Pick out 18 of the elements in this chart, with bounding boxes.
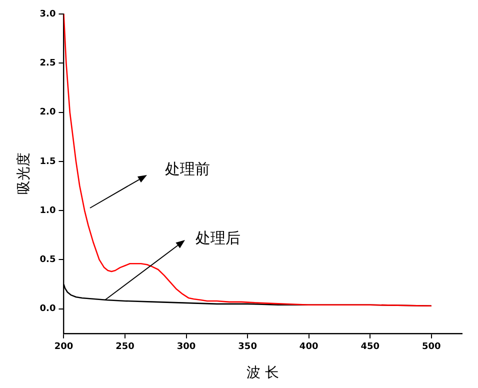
- x-tick-label: 250: [116, 342, 134, 352]
- y-tick-label: 2.0: [40, 108, 56, 118]
- x-axis-title: 波 长: [246, 365, 280, 382]
- y-tick-label: 2.5: [40, 58, 56, 68]
- y-tick-label: 0.5: [40, 255, 56, 266]
- x-tick-label: 300: [176, 342, 196, 352]
- x-tick-label: 450: [360, 342, 380, 352]
- y-tick-label: 3.0: [40, 9, 56, 20]
- y-tick-label: 1.5: [40, 156, 56, 167]
- x-tick-label: 400: [299, 342, 318, 352]
- y-axis-title: 吸光度: [16, 152, 32, 195]
- y-tick-label: 0.0: [40, 304, 56, 314]
- y-tick-label: 1.0: [40, 206, 56, 216]
- x-tick-label: 350: [238, 342, 257, 352]
- annotation: 处理后: [195, 228, 240, 248]
- x-tick-label: 500: [422, 342, 441, 352]
- annotation: 处理前: [165, 160, 210, 179]
- x-tick-label: 200: [54, 342, 74, 352]
